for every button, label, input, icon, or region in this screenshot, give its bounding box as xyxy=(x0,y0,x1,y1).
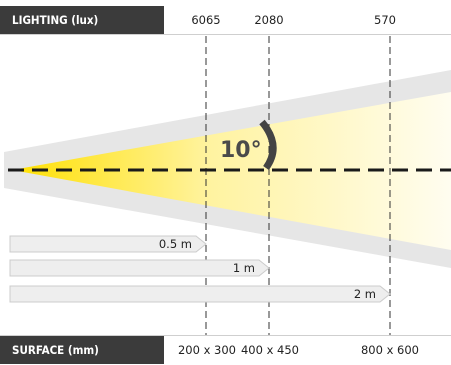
surface-bar: SURFACE (mm) 200 x 300 400 x 450 800 x 6… xyxy=(0,335,451,364)
distance-arrow-0-5m: 0.5 m xyxy=(9,235,207,253)
distance-arrow-2m: 2 m xyxy=(9,285,391,303)
lux-value-2m: 570 xyxy=(374,13,396,27)
lux-value-0-5m: 6065 xyxy=(191,13,221,27)
surface-value-0-5m: 200 x 300 xyxy=(177,343,237,357)
distance-label-2m: 2 m xyxy=(354,287,376,301)
angle-arc xyxy=(259,119,277,171)
distance-label-1m: 1 m xyxy=(233,261,255,275)
lighting-bar: LIGHTING (lux) 6065 2080 570 xyxy=(0,6,451,35)
distance-arrow-1m: 1 m xyxy=(9,259,270,277)
surface-value-1m: 400 x 450 xyxy=(240,343,300,357)
distance-label-0-5m: 0.5 m xyxy=(159,237,192,251)
surface-value-2m: 800 x 600 xyxy=(360,343,420,357)
lighting-label: LIGHTING (lux) xyxy=(0,6,164,34)
lux-value-1m: 2080 xyxy=(254,13,284,27)
surface-label: SURFACE (mm) xyxy=(0,336,164,364)
angle-label: 10° xyxy=(220,138,262,163)
